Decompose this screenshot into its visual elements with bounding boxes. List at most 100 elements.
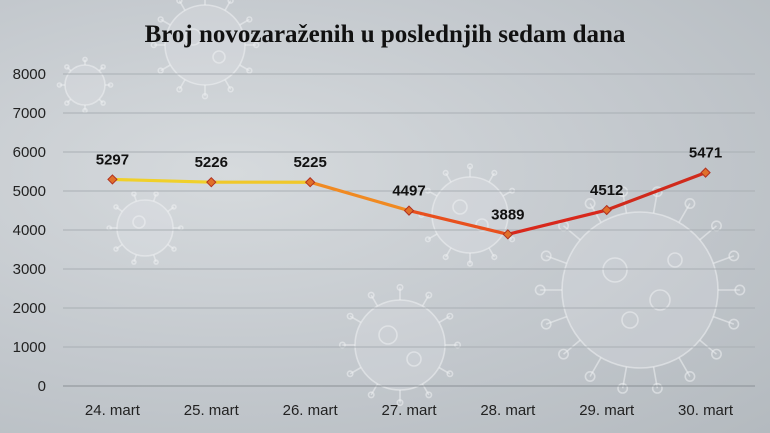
- virus-spike-tip: [176, 86, 183, 93]
- virus-spike-tip: [466, 163, 474, 170]
- virus-spike-tip: [171, 246, 177, 252]
- y-tick-label: 5000: [13, 183, 46, 200]
- data-label: 4497: [392, 183, 425, 200]
- virus-spike: [438, 366, 451, 375]
- data-point-marker: [700, 167, 711, 178]
- virus-spike-tip: [64, 100, 70, 106]
- virus-spike-tip: [131, 191, 137, 197]
- virus-spike-tip: [56, 82, 63, 88]
- x-tick-label: 25. mart: [184, 402, 240, 419]
- series-line-segment: [506, 208, 609, 236]
- virus-spike: [370, 294, 379, 307]
- virus-spike-tip: [617, 382, 629, 394]
- virus-background-illustration: [56, 0, 746, 407]
- data-label: 5226: [195, 154, 228, 171]
- virus-spike-tip: [367, 391, 375, 399]
- virus-spike: [678, 203, 691, 223]
- virus-spike-tip: [157, 16, 164, 23]
- virus-spike-tip: [201, 92, 209, 100]
- virus-spike-tip: [227, 0, 234, 4]
- virus-spike-tip: [100, 100, 106, 106]
- virus-spike: [349, 366, 362, 375]
- virus-spike: [652, 366, 659, 389]
- virus-spike-tip: [157, 67, 164, 74]
- virus-spike-tip: [396, 283, 404, 291]
- virus-shape-bottom: [354, 299, 446, 391]
- virus-spike-tip: [346, 370, 354, 378]
- y-tick-label: 4000: [13, 222, 46, 239]
- virus-spike-tip: [584, 198, 596, 210]
- virus-spike-tip: [446, 312, 454, 320]
- virus-shape-left: [116, 199, 174, 257]
- data-label: 5297: [96, 151, 129, 168]
- virus-spike-tip: [558, 348, 569, 360]
- virus-spike: [589, 357, 602, 377]
- virus-spike-tip: [442, 254, 449, 261]
- series-line-segment: [407, 209, 510, 236]
- virus-spike: [713, 315, 735, 325]
- virus-spike-tip: [113, 246, 119, 252]
- virus-spike-tip: [150, 41, 158, 49]
- virus-spike-tip: [253, 41, 260, 49]
- virus-spike-tip: [338, 341, 346, 349]
- virus-spike-tip: [396, 399, 404, 407]
- virus-spike-tip: [684, 370, 696, 382]
- virus-spike-tip: [509, 236, 516, 243]
- y-tick-label: 0: [38, 378, 46, 395]
- data-point-marker: [403, 205, 415, 216]
- virus-spike-tip: [728, 250, 740, 262]
- virus-spike-tip: [491, 169, 498, 176]
- data-point-marker: [601, 204, 612, 216]
- virus-spike-tip: [153, 191, 159, 197]
- virus-spike: [421, 294, 430, 307]
- virus-spike-tip: [651, 382, 663, 394]
- x-tick-label: 30. mart: [678, 402, 734, 419]
- series-line-segment: [308, 180, 411, 213]
- virus-spike-tip: [367, 291, 375, 299]
- virus-spike-tip: [425, 291, 433, 299]
- virus-spike-tip: [346, 312, 354, 320]
- data-labels: 5297 5226 5225 4497 3889 4512 5471: [96, 145, 723, 224]
- virus-spike-tip: [171, 204, 177, 210]
- virus-spike-tip: [425, 391, 433, 399]
- virus-spike: [652, 191, 659, 214]
- series-line-segment: [110, 177, 213, 184]
- virus-spike: [545, 255, 567, 265]
- virus-spike-tip: [466, 260, 474, 267]
- virus-spike-tip: [246, 67, 253, 74]
- x-tick-label: 27. mart: [381, 402, 437, 419]
- virus-spike-tip: [711, 348, 722, 360]
- series-line: [110, 171, 708, 236]
- virus-spike-tip: [540, 250, 552, 262]
- x-tick-label: 24. mart: [85, 402, 141, 419]
- data-label: 5471: [689, 145, 722, 162]
- virus-spike-tip: [734, 284, 746, 296]
- virus-spike-tip: [454, 341, 462, 349]
- virus-spike-tip: [424, 236, 431, 243]
- virus-spike-tip: [711, 220, 722, 232]
- virus-spike-tip: [442, 169, 449, 176]
- virus-spike: [349, 315, 362, 324]
- series-line-segment: [605, 171, 708, 212]
- x-axis-tick-labels: 24. mart 25. mart 26. mart 27. mart 28. mart…: [85, 402, 734, 419]
- y-tick-label: 8000: [13, 66, 46, 83]
- virus-spike: [438, 315, 451, 324]
- virus-shape-large: [561, 211, 719, 369]
- data-point-marker: [107, 174, 118, 185]
- virus-spike-tip: [100, 64, 106, 70]
- virus-spike: [621, 366, 628, 389]
- data-label: 5225: [293, 154, 326, 171]
- virus-shape-small: [64, 64, 106, 106]
- virus-spike-tip: [82, 56, 88, 63]
- data-label: 3889: [491, 206, 524, 223]
- virus-spike: [545, 315, 567, 325]
- virus-spike-tip: [584, 370, 596, 382]
- virus-spike-tip: [684, 198, 696, 210]
- gridlines: [63, 73, 755, 387]
- virus-spike-tip: [227, 86, 234, 93]
- y-tick-label: 2000: [13, 300, 46, 317]
- virus-spike: [699, 225, 717, 241]
- y-tick-label: 3000: [13, 261, 46, 278]
